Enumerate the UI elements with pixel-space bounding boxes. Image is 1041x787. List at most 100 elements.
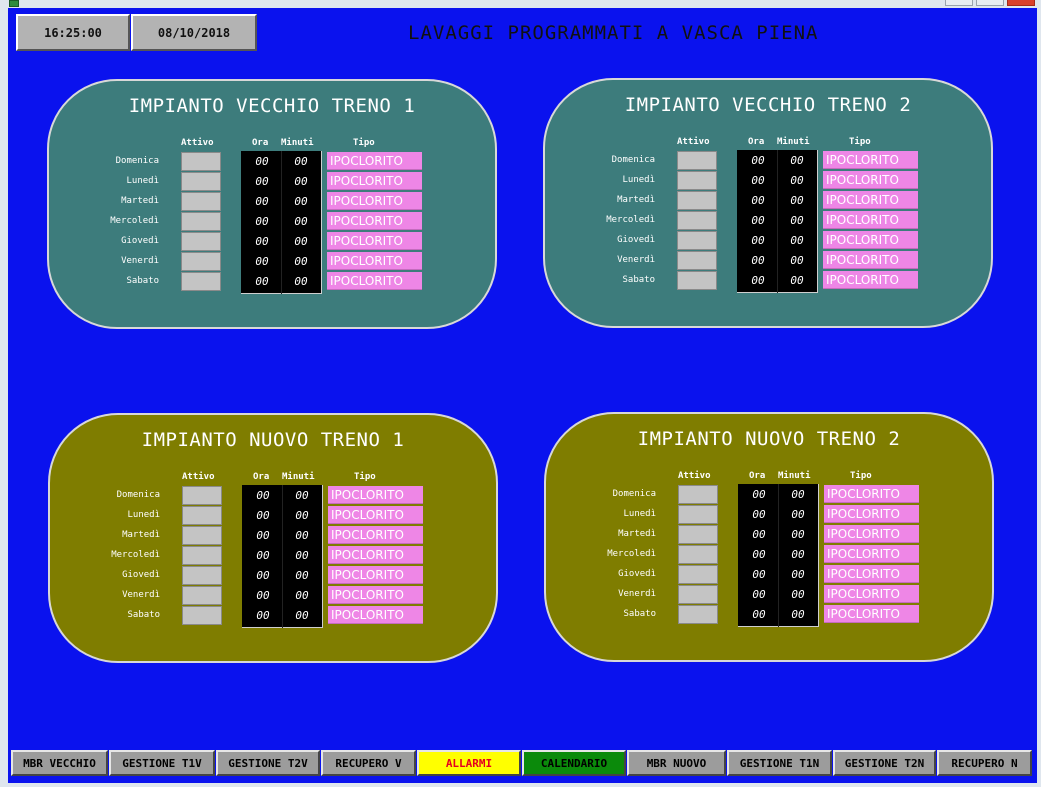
ora-input[interactable]: 00 (255, 175, 269, 188)
minuti-input[interactable]: 00 (295, 589, 309, 602)
minuti-input[interactable]: 00 (295, 549, 309, 562)
attivo-toggle[interactable] (677, 151, 717, 170)
minuti-input[interactable]: 00 (791, 528, 805, 541)
ora-input[interactable]: 00 (751, 234, 765, 247)
attivo-toggle[interactable] (181, 252, 221, 271)
ora-input[interactable]: 00 (255, 215, 269, 228)
ora-input[interactable]: 00 (255, 255, 269, 268)
attivo-toggle[interactable] (181, 172, 221, 191)
tipo-select[interactable]: IPOCLORITO (327, 252, 422, 270)
tipo-select[interactable]: IPOCLORITO (823, 271, 918, 289)
nav-button-gestione-t2v[interactable]: GESTIONE T2V (216, 750, 320, 776)
tipo-select[interactable]: IPOCLORITO (824, 525, 919, 543)
minuti-input[interactable]: 00 (294, 195, 308, 208)
minuti-input[interactable]: 00 (790, 234, 804, 247)
minuti-input[interactable]: 00 (294, 215, 308, 228)
nav-button-recupero-v[interactable]: RECUPERO V (321, 750, 416, 776)
minuti-input[interactable]: 00 (791, 608, 805, 621)
attivo-toggle[interactable] (182, 486, 222, 505)
minuti-input[interactable]: 00 (295, 489, 309, 502)
ora-input[interactable]: 00 (751, 154, 765, 167)
attivo-toggle[interactable] (181, 212, 221, 231)
minuti-input[interactable]: 00 (294, 255, 308, 268)
attivo-toggle[interactable] (182, 566, 222, 585)
minuti-input[interactable]: 00 (790, 194, 804, 207)
nav-button-gestione-t2n[interactable]: GESTIONE T2N (833, 750, 936, 776)
ora-input[interactable]: 00 (752, 608, 766, 621)
tipo-select[interactable]: IPOCLORITO (824, 605, 919, 623)
minuti-input[interactable]: 00 (790, 174, 804, 187)
ora-input[interactable]: 00 (256, 529, 270, 542)
nav-button-calendario[interactable]: CALENDARIO (522, 750, 626, 776)
minuti-input[interactable]: 00 (790, 214, 804, 227)
attivo-toggle[interactable] (677, 251, 717, 270)
tipo-select[interactable]: IPOCLORITO (328, 586, 423, 604)
tipo-select[interactable]: IPOCLORITO (824, 585, 919, 603)
attivo-toggle[interactable] (677, 171, 717, 190)
minuti-input[interactable]: 00 (295, 509, 309, 522)
ora-input[interactable]: 00 (752, 528, 766, 541)
minuti-input[interactable]: 00 (791, 548, 805, 561)
minuti-input[interactable]: 00 (294, 275, 308, 288)
attivo-toggle[interactable] (677, 271, 717, 290)
attivo-toggle[interactable] (677, 231, 717, 250)
tipo-select[interactable]: IPOCLORITO (823, 151, 918, 169)
ora-input[interactable]: 00 (751, 254, 765, 267)
ora-input[interactable]: 00 (751, 274, 765, 287)
ora-input[interactable]: 00 (751, 174, 765, 187)
nav-button-mbr-nuovo[interactable]: MBR NUOVO (627, 750, 726, 776)
minuti-input[interactable]: 00 (295, 529, 309, 542)
minuti-input[interactable]: 00 (294, 155, 308, 168)
attivo-toggle[interactable] (678, 565, 718, 584)
attivo-toggle[interactable] (181, 232, 221, 251)
minuti-input[interactable]: 00 (295, 569, 309, 582)
attivo-toggle[interactable] (182, 506, 222, 525)
tipo-select[interactable]: IPOCLORITO (327, 272, 422, 290)
nav-button-allarmi[interactable]: ALLARMI (417, 750, 521, 776)
attivo-toggle[interactable] (678, 545, 718, 564)
ora-input[interactable]: 00 (255, 195, 269, 208)
attivo-toggle[interactable] (677, 191, 717, 210)
ora-input[interactable]: 00 (256, 489, 270, 502)
tipo-select[interactable]: IPOCLORITO (824, 565, 919, 583)
tipo-select[interactable]: IPOCLORITO (328, 606, 423, 624)
tipo-select[interactable]: IPOCLORITO (328, 486, 423, 504)
attivo-toggle[interactable] (678, 485, 718, 504)
ora-input[interactable]: 00 (752, 488, 766, 501)
tipo-select[interactable]: IPOCLORITO (328, 566, 423, 584)
tipo-select[interactable]: IPOCLORITO (824, 545, 919, 563)
tipo-select[interactable]: IPOCLORITO (823, 231, 918, 249)
tipo-select[interactable]: IPOCLORITO (328, 546, 423, 564)
ora-input[interactable]: 00 (255, 155, 269, 168)
attivo-toggle[interactable] (678, 525, 718, 544)
maximize-button[interactable] (976, 0, 1004, 6)
minuti-input[interactable]: 00 (294, 235, 308, 248)
nav-button-recupero-n[interactable]: RECUPERO N (937, 750, 1032, 776)
attivo-toggle[interactable] (182, 606, 222, 625)
nav-button-mbr-vecchio[interactable]: MBR VECCHIO (11, 750, 108, 776)
minuti-input[interactable]: 00 (791, 508, 805, 521)
attivo-toggle[interactable] (181, 272, 221, 291)
tipo-select[interactable]: IPOCLORITO (824, 485, 919, 503)
minuti-input[interactable]: 00 (790, 254, 804, 267)
minimize-button[interactable] (945, 0, 973, 6)
minuti-input[interactable]: 00 (791, 488, 805, 501)
attivo-toggle[interactable] (181, 192, 221, 211)
minuti-input[interactable]: 00 (790, 154, 804, 167)
tipo-select[interactable]: IPOCLORITO (327, 212, 422, 230)
ora-input[interactable]: 00 (752, 568, 766, 581)
tipo-select[interactable]: IPOCLORITO (328, 526, 423, 544)
ora-input[interactable]: 00 (256, 589, 270, 602)
minuti-input[interactable]: 00 (294, 175, 308, 188)
attivo-toggle[interactable] (182, 546, 222, 565)
ora-input[interactable]: 00 (751, 214, 765, 227)
attivo-toggle[interactable] (181, 152, 221, 171)
tipo-select[interactable]: IPOCLORITO (327, 172, 422, 190)
ora-input[interactable]: 00 (751, 194, 765, 207)
nav-button-gestione-t1n[interactable]: GESTIONE T1N (727, 750, 832, 776)
minuti-input[interactable]: 00 (791, 568, 805, 581)
tipo-select[interactable]: IPOCLORITO (823, 171, 918, 189)
ora-input[interactable]: 00 (256, 509, 270, 522)
nav-button-gestione-t1v[interactable]: GESTIONE T1V (109, 750, 215, 776)
attivo-toggle[interactable] (678, 505, 718, 524)
